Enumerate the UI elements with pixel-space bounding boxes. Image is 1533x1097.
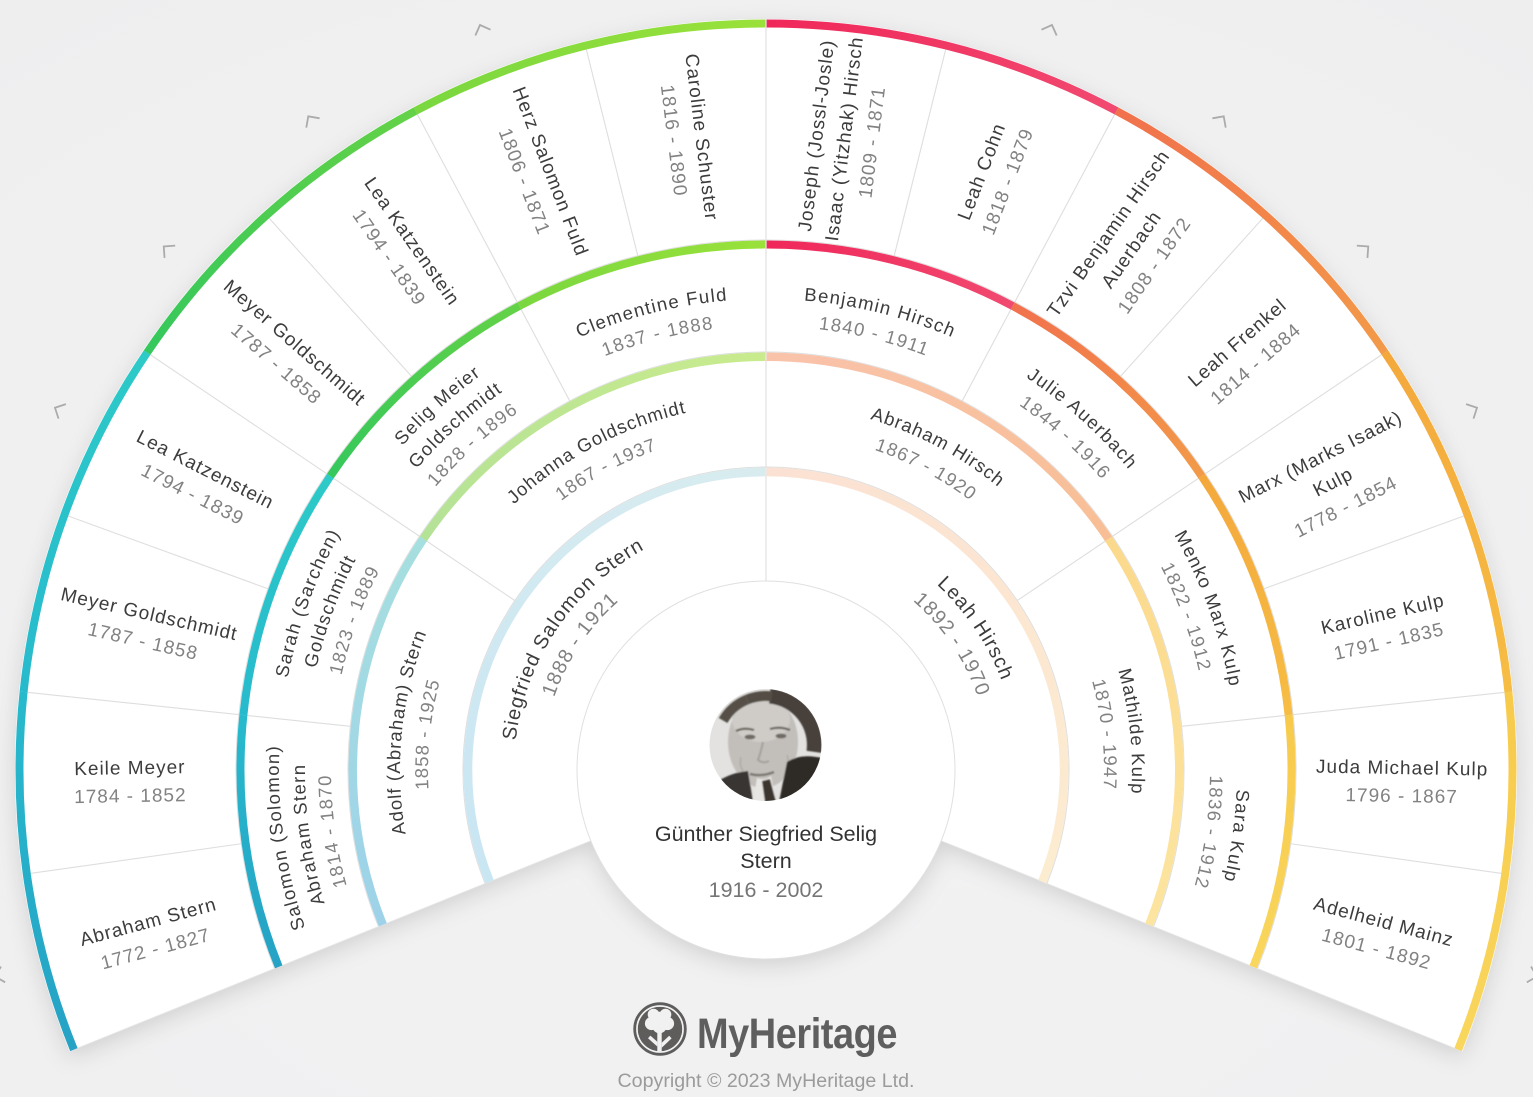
svg-text:1796 - 1867: 1796 - 1867 [1345,785,1458,808]
svg-text:Günther Siegfried Selig: Günther Siegfried Selig [655,822,877,846]
svg-text:1916 - 2002: 1916 - 2002 [709,878,824,902]
svg-text:Copyright © 2023 MyHeritage Lt: Copyright © 2023 MyHeritage Ltd. [618,1071,915,1092]
svg-text:Juda Michael Kulp: Juda Michael Kulp [1316,757,1489,781]
svg-text:Stern: Stern [740,849,791,873]
svg-text:Keile Meyer: Keile Meyer [74,757,186,780]
svg-text:MyHeritage: MyHeritage [697,1010,897,1058]
svg-text:1784 - 1852: 1784 - 1852 [74,785,187,808]
